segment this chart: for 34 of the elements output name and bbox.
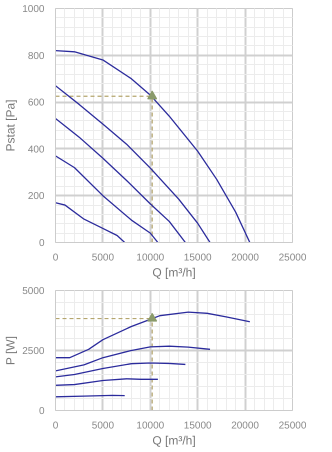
x-tick-label: 10000 (136, 420, 165, 432)
x-tick-label: 15000 (184, 252, 212, 264)
y-tick-label: 400 (28, 144, 45, 156)
y-axis-title: P [W] (3, 336, 18, 366)
line-series (56, 202, 126, 242)
x-tick-label: 0 (52, 420, 59, 432)
y-tick-label: 200 (28, 191, 45, 202)
line-series (56, 346, 211, 372)
line-series (56, 50, 250, 242)
x-tick-label: 25000 (278, 252, 307, 264)
x-axis-title: Q [m³/h] (152, 266, 196, 280)
x-tick-label: 20000 (231, 252, 260, 264)
y-tick-label: 600 (28, 98, 45, 109)
y-tick-label: 0 (38, 238, 45, 249)
x-tick-label: 5000 (92, 252, 114, 264)
y-tick-label: 800 (28, 50, 45, 62)
x-tick-label: 5000 (92, 420, 114, 432)
x-tick-label: 15000 (184, 420, 212, 432)
line-series (56, 362, 186, 378)
x-tick-label: 20000 (231, 420, 260, 432)
line-series (56, 155, 159, 242)
x-tick-label: 0 (52, 252, 59, 264)
y-tick-label: 1000 (22, 4, 45, 15)
line-series (56, 118, 186, 242)
y-axis-title: Pstat [Pa] (3, 99, 18, 152)
line-series (56, 378, 159, 386)
x-tick-label: 10000 (136, 252, 165, 264)
y-tick-label: 5000 (22, 286, 45, 297)
x-axis-title: Q [m³/h] (152, 434, 196, 448)
y-tick-label: 2500 (22, 346, 45, 357)
y-tick-label: 0 (38, 406, 45, 417)
line-series (56, 311, 250, 358)
line-series (56, 85, 211, 242)
x-tick-label: 25000 (278, 420, 307, 432)
